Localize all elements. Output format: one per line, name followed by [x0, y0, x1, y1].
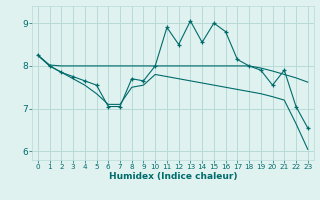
X-axis label: Humidex (Indice chaleur): Humidex (Indice chaleur) — [108, 172, 237, 181]
